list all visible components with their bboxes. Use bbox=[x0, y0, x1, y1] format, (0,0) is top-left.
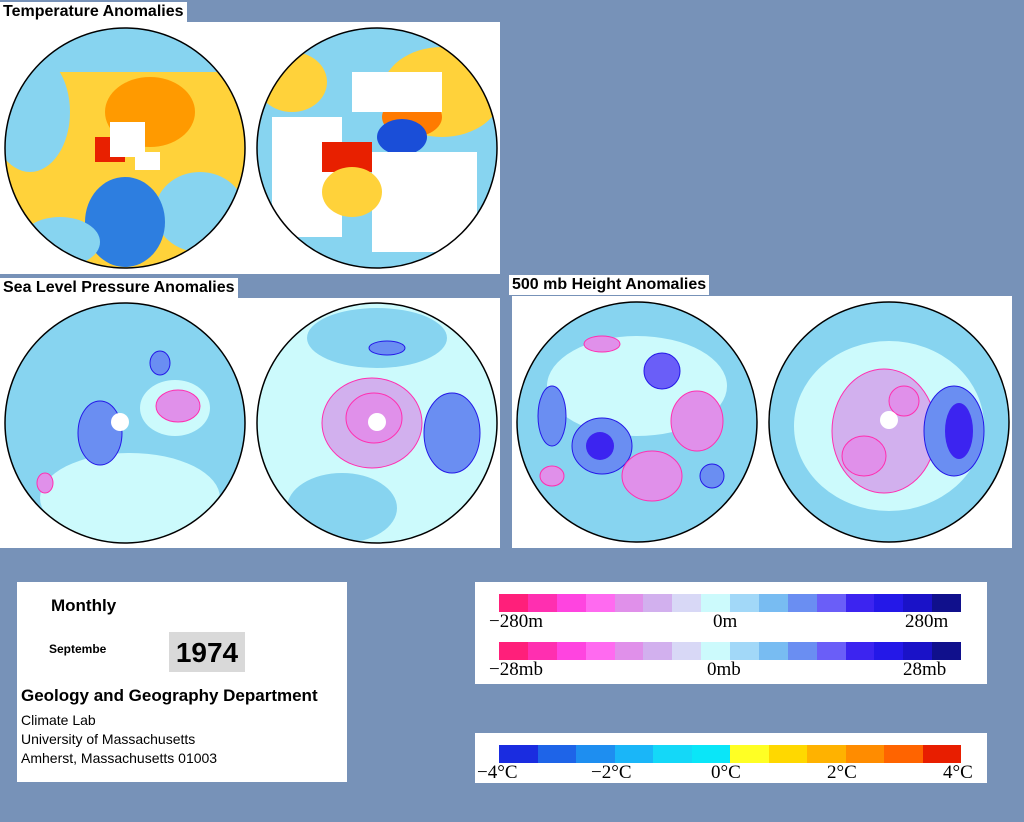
colorbar-swatch bbox=[614, 594, 644, 612]
colorbar-swatch bbox=[643, 642, 673, 660]
colorbar-swatch bbox=[537, 745, 576, 763]
colorbar-swatch bbox=[922, 745, 961, 763]
temp-label-0: 0°C bbox=[711, 762, 741, 783]
colorbar-swatch bbox=[556, 642, 586, 660]
colorbar-swatch bbox=[527, 642, 557, 660]
temperature-globe-south bbox=[256, 27, 498, 269]
colorbar-swatch bbox=[758, 642, 788, 660]
temp-label-2: 2°C bbox=[827, 762, 857, 783]
height500-globe-south bbox=[768, 301, 1010, 543]
colorbar-swatch bbox=[576, 745, 615, 763]
colorbar-swatch bbox=[874, 642, 904, 660]
info-box: Monthly Septembe 1974 Geology and Geogra… bbox=[17, 582, 347, 782]
temp-label-m2: −2°C bbox=[591, 762, 632, 783]
height-colorbar bbox=[499, 594, 961, 612]
colorbar-swatch bbox=[816, 642, 846, 660]
height500-globe-north bbox=[516, 301, 758, 543]
height-label-min: −280m bbox=[489, 611, 543, 632]
temperature-panel bbox=[0, 22, 500, 274]
colorbar-swatch bbox=[874, 594, 904, 612]
height500-anomalies-title: 500 mb Height Anomalies bbox=[509, 275, 710, 295]
colorbar-swatch bbox=[845, 594, 875, 612]
colorbar-swatch bbox=[932, 642, 961, 660]
colorbar-swatch bbox=[653, 745, 692, 763]
height-label-max: 280m bbox=[905, 611, 949, 632]
colorbar-swatch bbox=[527, 594, 557, 612]
slp-globe-north bbox=[4, 302, 246, 544]
colorbar-swatch bbox=[903, 642, 933, 660]
colorbar-swatch bbox=[643, 594, 673, 612]
pressure-label-min: −28mb bbox=[489, 659, 543, 680]
temperature-anomalies-title: Temperature Anomalies bbox=[0, 2, 187, 22]
year-label: 1974 bbox=[169, 632, 245, 672]
colorbar-swatch bbox=[672, 642, 702, 660]
colorbar-swatch bbox=[691, 745, 730, 763]
month-label: Septembe bbox=[49, 642, 107, 656]
colorbar-swatch bbox=[816, 594, 846, 612]
temp-label-4: 4°C bbox=[943, 762, 973, 783]
colorbar-swatch bbox=[499, 594, 528, 612]
temperature-colorbar bbox=[499, 745, 961, 763]
slp-panel bbox=[0, 298, 500, 548]
colorbar-swatch bbox=[701, 594, 730, 612]
pressure-colorbar bbox=[499, 642, 961, 660]
address-line: Amherst, Massachusetts 01003 bbox=[21, 750, 218, 766]
slp-globe-south bbox=[256, 302, 498, 544]
colorbar-swatch bbox=[585, 642, 615, 660]
height-pressure-legend: −280m 0m 280m −28mb 0mb 28mb bbox=[475, 582, 987, 684]
colorbar-swatch bbox=[903, 594, 933, 612]
colorbar-swatch bbox=[845, 642, 875, 660]
height-label-zero: 0m bbox=[713, 611, 738, 632]
height500-panel bbox=[512, 296, 1012, 548]
colorbar-swatch bbox=[730, 642, 759, 660]
lab-line: Climate Lab bbox=[21, 712, 96, 728]
colorbar-swatch bbox=[730, 745, 769, 763]
colorbar-swatch bbox=[614, 642, 644, 660]
colorbar-swatch bbox=[758, 594, 788, 612]
colorbar-swatch bbox=[884, 745, 923, 763]
temperature-globe-north bbox=[4, 27, 246, 269]
colorbar-swatch bbox=[932, 594, 961, 612]
university-line: University of Massachusetts bbox=[21, 731, 196, 747]
period-label: Monthly bbox=[51, 596, 117, 615]
colorbar-swatch bbox=[807, 745, 846, 763]
colorbar-swatch bbox=[768, 745, 807, 763]
colorbar-swatch bbox=[585, 594, 615, 612]
pressure-label-zero: 0mb bbox=[707, 659, 741, 680]
colorbar-swatch bbox=[730, 594, 759, 612]
colorbar-swatch bbox=[672, 594, 702, 612]
colorbar-swatch bbox=[556, 594, 586, 612]
colorbar-swatch bbox=[845, 745, 884, 763]
colorbar-swatch bbox=[701, 642, 730, 660]
pressure-label-max: 28mb bbox=[903, 659, 947, 680]
colorbar-swatch bbox=[499, 642, 528, 660]
colorbar-swatch bbox=[499, 745, 538, 763]
department-label: Geology and Geography Department bbox=[21, 686, 318, 705]
colorbar-swatch bbox=[787, 594, 817, 612]
temp-label-m4: −4°C bbox=[477, 762, 518, 783]
temperature-legend: −4°C −2°C 0°C 2°C 4°C bbox=[475, 733, 987, 783]
colorbar-swatch bbox=[787, 642, 817, 660]
slp-anomalies-title: Sea Level Pressure Anomalies bbox=[0, 278, 238, 298]
colorbar-swatch bbox=[614, 745, 653, 763]
